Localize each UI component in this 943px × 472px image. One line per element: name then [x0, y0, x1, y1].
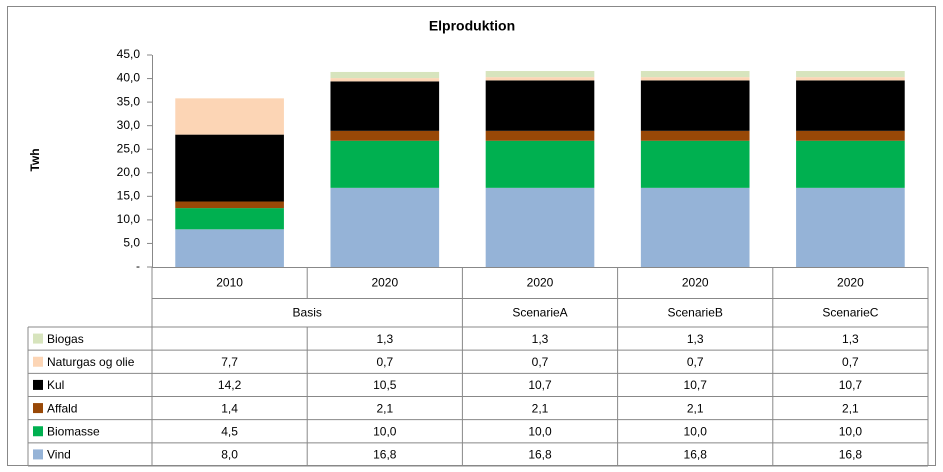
table-value: 2,1 [687, 401, 704, 415]
bar-segment [330, 140, 440, 188]
table-value: 2,1 [532, 401, 549, 415]
bar-segment [330, 81, 440, 131]
x-tick-label: 2020 [682, 276, 709, 290]
bar-segment [330, 78, 440, 82]
table-value: 10,7 [839, 378, 863, 392]
legend-label: Biogas [47, 332, 84, 346]
bar-segment [175, 201, 284, 209]
y-tick-label: 45,0 [117, 47, 141, 61]
table-value: 1,3 [532, 332, 549, 346]
legend-label: Naturgas og olie [47, 355, 135, 369]
bar-segment [640, 71, 750, 78]
legend-swatch [33, 403, 43, 414]
table-value: 10,0 [528, 424, 552, 438]
bar-segment [640, 140, 750, 188]
table-value: 2,1 [376, 401, 393, 415]
table-value: 0,7 [532, 355, 549, 369]
bar-segment [640, 130, 750, 141]
bar-segment [330, 71, 440, 79]
legend-swatch [33, 333, 43, 344]
table-value: 0,7 [687, 355, 704, 369]
table-value: 1,3 [842, 332, 859, 346]
bar-segment [640, 77, 750, 81]
x-tick-label: 2020 [371, 276, 398, 290]
legend-label: Affald [47, 401, 77, 415]
bar-segment [796, 187, 905, 267]
table-value: 4,5 [221, 424, 238, 438]
y-tick-label: 25,0 [117, 141, 141, 155]
table-value: 1,3 [687, 332, 704, 346]
table-value: 10,5 [373, 378, 397, 392]
y-tick-label: 35,0 [117, 94, 141, 108]
bar-segment [796, 80, 905, 131]
y-tick-label: 15,0 [117, 189, 141, 203]
y-tick-label: 30,0 [117, 118, 141, 132]
table-value: 14,2 [218, 378, 242, 392]
legend-label: Biomasse [47, 424, 100, 438]
legend-swatch [33, 379, 43, 390]
bar-segment [175, 208, 284, 230]
y-tick-label: 20,0 [117, 165, 141, 179]
chart-frame [7, 6, 936, 466]
group-label: Basis [293, 306, 322, 320]
y-axis-label: Twh [28, 148, 42, 171]
table-value: 2,1 [842, 401, 859, 415]
bar-segment [640, 187, 750, 267]
x-tick-label: 2010 [216, 276, 243, 290]
y-tick-label: 40,0 [117, 71, 141, 85]
bar-segment [796, 71, 905, 78]
bar-segment [796, 140, 905, 188]
bar-segment [796, 77, 905, 81]
bar-segment [485, 80, 595, 131]
table-value: 16,8 [684, 448, 708, 462]
table-value: 0,7 [842, 355, 859, 369]
table-value: 10,7 [528, 378, 552, 392]
table-value: 1,3 [376, 332, 393, 346]
bar-segment [796, 130, 905, 141]
bar-segment [330, 187, 440, 267]
bar-segment [485, 140, 595, 188]
table-value: 10,0 [684, 424, 708, 438]
legend-label: Vind [47, 448, 71, 462]
table-value: 10,0 [373, 424, 397, 438]
table-value: 10,7 [684, 378, 708, 392]
bar-segment [330, 130, 440, 141]
table-value: 16,8 [839, 448, 863, 462]
legend-swatch [33, 449, 43, 460]
y-tick-label: 5,0 [123, 236, 140, 250]
table-value: 16,8 [373, 448, 397, 462]
bar-segment [175, 134, 284, 202]
bar-segment [485, 187, 595, 267]
bar-segment [485, 71, 595, 78]
x-tick-label: 2020 [527, 276, 554, 290]
bar-segment [175, 98, 284, 135]
y-tick-label: 10,0 [117, 212, 141, 226]
table-value: 10,0 [839, 424, 863, 438]
legend-swatch [33, 426, 43, 437]
table-value: 1,4 [221, 401, 238, 415]
group-label: ScenarieA [512, 306, 567, 320]
chart-title: Elproduktion [429, 18, 515, 34]
group-label: ScenarieC [822, 306, 878, 320]
group-label: ScenarieB [668, 306, 723, 320]
x-tick-label: 2020 [837, 276, 864, 290]
table-value: 0,7 [376, 355, 393, 369]
y-tick-label: - [136, 259, 140, 273]
table-value: 7,7 [221, 355, 238, 369]
legend-label: Kul [47, 378, 64, 392]
table-value: 16,8 [528, 448, 552, 462]
legend-swatch [33, 356, 43, 367]
bar-segment [640, 80, 750, 131]
bar-segment [175, 229, 284, 267]
bar-segment [485, 77, 595, 81]
table-value: 8,0 [221, 448, 238, 462]
bar-segment [485, 130, 595, 141]
